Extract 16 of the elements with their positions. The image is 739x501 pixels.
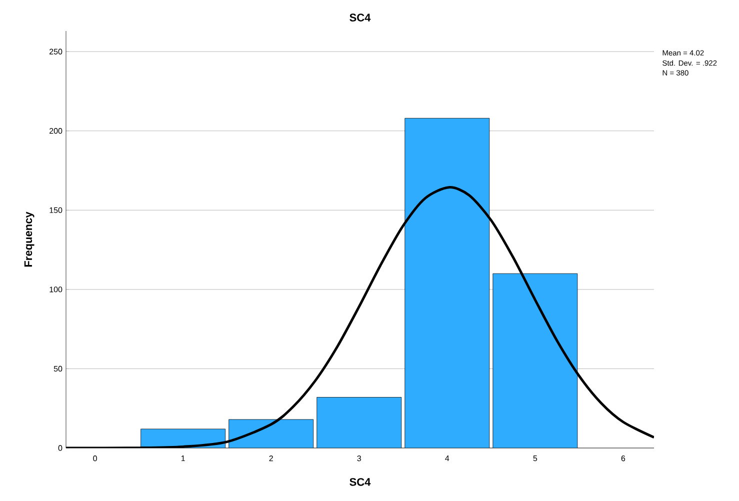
x-tick-label: 3 bbox=[357, 456, 361, 462]
y-tick-label: 200 bbox=[50, 128, 62, 134]
x-tick-label: 6 bbox=[621, 456, 626, 462]
x-tick-label: 4 bbox=[445, 456, 450, 462]
x-tick-label: 2 bbox=[269, 456, 273, 462]
x-axis-title: SC4 bbox=[350, 478, 371, 486]
y-tick-label: 50 bbox=[54, 366, 62, 372]
x-tick-label: 5 bbox=[533, 456, 538, 462]
y-tick-label: 100 bbox=[50, 286, 62, 292]
x-tick-label: 1 bbox=[181, 456, 185, 462]
y-axis-title: Frequency bbox=[24, 212, 34, 267]
chart-title: SC4 bbox=[350, 14, 371, 22]
y-tick-label: 0 bbox=[58, 445, 62, 451]
y-tick-label: 250 bbox=[50, 48, 62, 54]
y-tick-label: 150 bbox=[50, 207, 62, 213]
x-tick-label: 0 bbox=[93, 456, 97, 462]
